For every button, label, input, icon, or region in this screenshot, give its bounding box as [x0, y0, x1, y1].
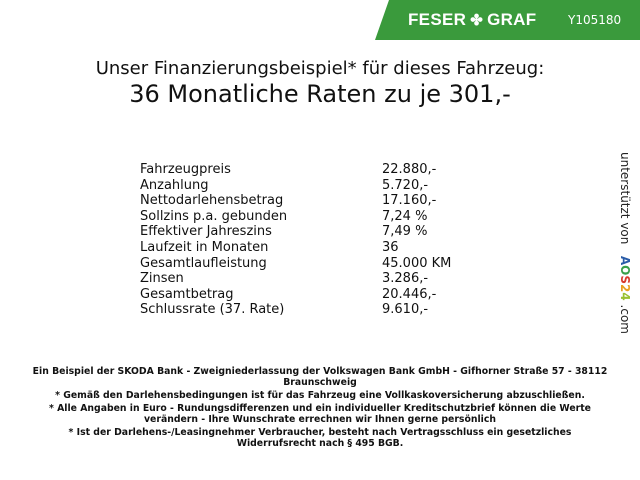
title-line-2: 36 Monatliche Raten zu je 301,- — [129, 80, 511, 108]
footer-notes: Ein Beispiel der SKODA Bank - Zweigniede… — [30, 366, 610, 451]
row-value: 17.160,- — [382, 193, 437, 209]
footer-note: * Alle Angaben in Euro - Rundungsdiffere… — [49, 402, 591, 426]
row-label: Nettodarlehensbetrag — [140, 193, 284, 209]
table-row: Nettodarlehensbetrag 17.160,- — [140, 193, 451, 209]
vehicle-id: Y105180 — [568, 13, 622, 27]
sponsor-suffix: .com — [618, 304, 632, 334]
table-row: Laufzeit in Monaten 36 — [140, 240, 451, 256]
table-row: Effektiver Jahreszins 7,49 % — [140, 224, 451, 240]
row-label: Laufzeit in Monaten — [140, 239, 269, 255]
row-label: Gesamtbetrag — [140, 286, 234, 302]
finance-table: (function(){ const d = JSON.parse(docume… — [140, 162, 451, 318]
row-label: Gesamtlaufleistung — [140, 255, 267, 271]
table-row: Gesamtlaufleistung 45.000 KM — [140, 256, 451, 272]
clover-icon: ✤ — [470, 12, 484, 29]
table-row: Zinsen 3.286,- — [140, 271, 451, 287]
footer-note: Ein Beispiel der SKODA Bank - Zweigniede… — [32, 366, 608, 389]
row-value: 20.446,- — [382, 286, 437, 302]
row-value: 36 — [382, 239, 399, 255]
row-label: Anzahlung — [140, 177, 209, 193]
row-label: Schlussrate (37. Rate) — [140, 302, 285, 318]
row-value: 7,24 % — [382, 208, 428, 224]
row-label: Fahrzeugpreis — [140, 162, 231, 177]
row-value: 7,49 % — [382, 224, 428, 240]
dealer-logo: FESER ✤ GRAF — [408, 10, 536, 30]
row-value: 22.880,- — [382, 162, 437, 177]
row-value: 3.286,- — [382, 271, 429, 287]
row-label: Sollzins p.a. gebunden — [140, 208, 288, 224]
title-line-1: Unser Finanzierungsbeispiel* für dieses … — [95, 58, 545, 79]
sponsor-text: unterstützt von — [618, 152, 632, 245]
aos24-logo: AOS24 — [618, 255, 632, 301]
row-label: Effektiver Jahreszins — [140, 224, 272, 240]
footer-note: * Ist der Darlehens-/Leasingnehmer Verbr… — [68, 426, 572, 450]
table-row: Gesamtbetrag 20.446,- — [140, 287, 451, 303]
table-row: Schlussrate (37. Rate) 9.610,- — [140, 302, 451, 318]
table-row: Fahrzeugpreis 22.880,- — [140, 162, 451, 178]
brand-name: FESER — [408, 10, 467, 29]
table-row: Anzahlung 5.720,- — [140, 178, 451, 194]
row-value: 9.610,- — [382, 302, 429, 318]
row-value: 45.000 KM — [382, 255, 452, 271]
brand-name-2: GRAF — [487, 10, 537, 29]
row-value: 5.720,- — [382, 177, 429, 193]
footer-note: * Gemäß den Darlehensbedingungen ist für… — [55, 390, 585, 402]
table-row: Sollzins p.a. gebunden 7,24 % — [140, 209, 451, 225]
row-label: Zinsen — [140, 271, 184, 287]
sponsor-note: unterstützt von AOS24 .com — [618, 152, 632, 334]
header-banner — [375, 0, 640, 40]
